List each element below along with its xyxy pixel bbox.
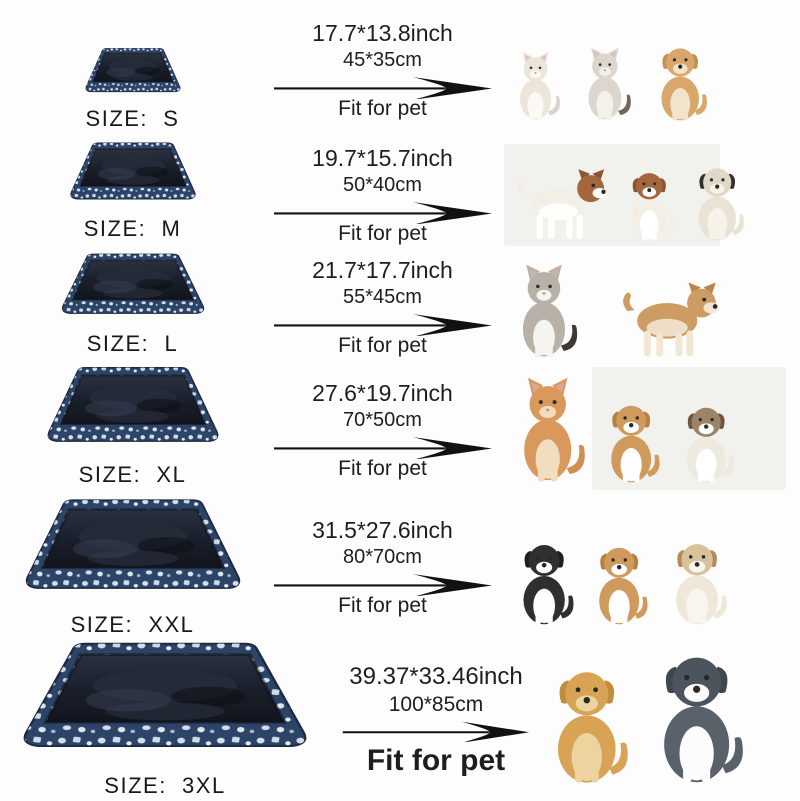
right-arrow-icon <box>272 570 494 596</box>
bed-column-l: SIZE: L <box>0 250 265 365</box>
pet-bed-3xl-image <box>16 640 314 768</box>
husky-icon <box>646 645 750 785</box>
siamese-kitten-icon <box>580 45 633 122</box>
size-label-s: SIZE: S <box>85 106 180 131</box>
bed-column-s: SIZE: S <box>0 0 265 140</box>
right-arrow-icon <box>341 718 531 742</box>
size-row-xxl: SIZE: XXL 31.5*27.6inch 80*70cm Fit for … <box>0 495 800 640</box>
pet-bed-m-image <box>67 141 199 211</box>
dimensions-m: 19.7*15.7inch 50*40cm Fit for pet <box>265 140 500 250</box>
pet-bed-xl-image <box>43 365 223 457</box>
fit-for-pet-label-3xl: Fit for pet <box>366 744 506 777</box>
dimensions-s: 17.7*13.8inch 45*35cm Fit for pet <box>265 0 500 140</box>
pets-xxl <box>500 495 800 640</box>
dimension-inch-l: 21.7*17.7inch <box>312 257 453 283</box>
size-label-xxl: SIZE: XXL <box>70 612 195 637</box>
corgi-icon <box>588 540 652 626</box>
dimension-inch-xl: 27.6*19.7inch <box>312 380 453 406</box>
fit-for-pet-label-xl: Fit for pet <box>338 457 427 480</box>
bed-column-xxl: SIZE: XXL <box>0 495 265 640</box>
bed-column-xl: SIZE: XL <box>0 365 265 496</box>
fit-for-pet-label-s: Fit for pet <box>338 96 427 120</box>
dimension-inch-3xl: 39.37*33.46inch <box>349 663 523 690</box>
dimension-cm-xl: 70*50cm <box>343 409 422 431</box>
pets-s <box>500 0 800 140</box>
pet-bed-l-image <box>58 252 208 326</box>
size-label-xl: SIZE: XL <box>78 462 187 487</box>
dimension-inch-s: 17.7*13.8inch <box>312 19 453 46</box>
bed-column-3xl: SIZE: 3XL <box>0 640 330 801</box>
size-row-s: SIZE: S 17.7*13.8inch 45*35cm Fit for pe… <box>0 0 800 140</box>
dimension-cm-xxl: 80*70cm <box>343 546 422 568</box>
dimension-cm-m: 50*40cm <box>343 173 422 196</box>
dimensions-xxl: 31.5*27.6inch 80*70cm Fit for pet <box>265 495 500 640</box>
dimension-cm-s: 45*35cm <box>343 48 422 71</box>
pets-m <box>500 140 800 250</box>
right-arrow-icon <box>272 433 494 459</box>
pets-3xl <box>542 640 800 801</box>
fit-for-pet-label-xxl: Fit for pet <box>338 594 427 617</box>
pets-l <box>500 250 800 365</box>
jack-russell-puppy-icon <box>622 166 678 242</box>
fit-for-pet-label-m: Fit for pet <box>338 221 427 245</box>
golden-retriever-icon <box>542 661 634 785</box>
jack-russell-terrier-icon <box>676 400 738 484</box>
fit-for-pet-label-l: Fit for pet <box>338 334 427 357</box>
dimensions-3xl: 39.37*33.46inch 100*85cm Fit for pet <box>330 640 542 801</box>
right-arrow-icon <box>272 310 494 336</box>
border-collie-icon <box>512 537 578 626</box>
corgi-icon <box>600 398 664 484</box>
size-row-3xl: SIZE: 3XL 39.37*33.46inch 100*85cm Fit f… <box>0 640 800 800</box>
white-kitten-icon <box>512 49 562 122</box>
size-label-m: SIZE: M <box>83 216 182 241</box>
right-arrow-icon <box>272 198 494 224</box>
bed-column-m: SIZE: M <box>0 140 265 250</box>
size-label-3xl: SIZE: 3XL <box>104 773 226 798</box>
dimension-cm-3xl: 100*85cm <box>388 693 484 716</box>
orange-tabby-cat-icon <box>512 374 588 484</box>
bulldog-icon <box>662 536 734 626</box>
gray-white-cat-icon <box>512 261 580 360</box>
pets-xl <box>500 365 800 496</box>
dimensions-xl: 27.6*19.7inch 70*50cm Fit for pet <box>265 365 500 496</box>
dimension-inch-xxl: 31.5*27.6inch <box>312 517 453 543</box>
right-arrow-icon <box>272 73 494 99</box>
pet-bed-xxl-image <box>20 497 246 607</box>
chihuahua-icon <box>618 281 724 360</box>
pug-puppy-icon <box>688 161 748 242</box>
tan-puppy-icon <box>651 41 711 122</box>
dimension-cm-l: 55*45cm <box>343 286 422 308</box>
jack-russell-dog-icon <box>512 168 612 242</box>
dimensions-l: 21.7*17.7inch 55*45cm Fit for pet <box>265 250 500 365</box>
size-row-l: SIZE: L 21.7*17.7inch 55*45cm Fit for pe… <box>0 250 800 365</box>
size-label-l: SIZE: L <box>86 331 179 356</box>
pet-bed-s-image <box>83 47 183 101</box>
size-row-m: SIZE: M 19.7*15.7inch 50*40cm Fit for pe… <box>0 140 800 250</box>
size-row-xl: SIZE: XL 27.6*19.7inch 70*50cm Fit for p… <box>0 365 800 495</box>
dimension-inch-m: 19.7*15.7inch <box>312 144 453 171</box>
